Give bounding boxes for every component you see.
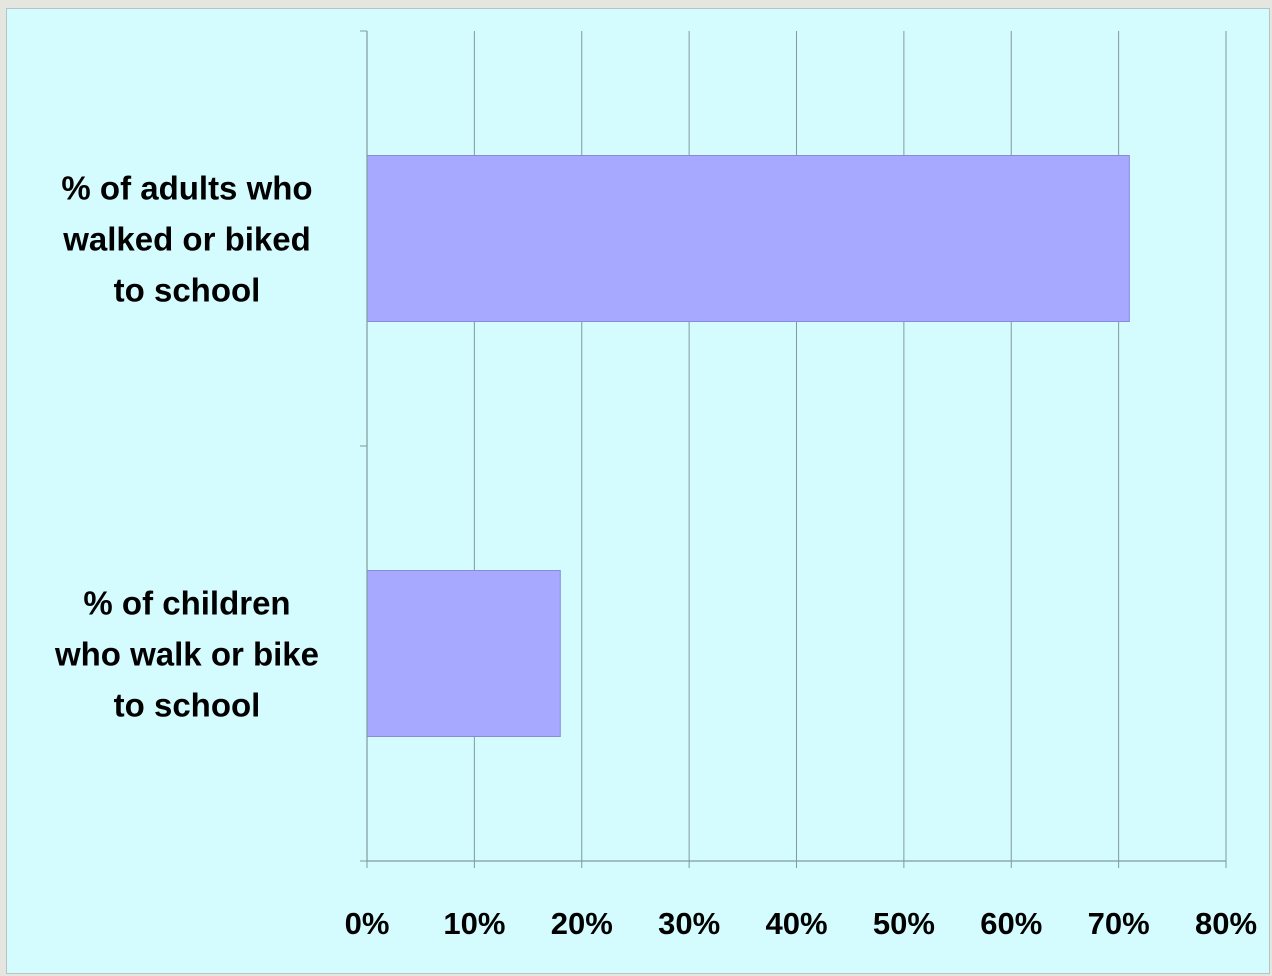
category-label-line: to school [114, 272, 261, 309]
bar-children [366, 570, 561, 737]
x-tick-label: 0% [345, 906, 390, 941]
bars [366, 155, 1130, 737]
x-tick-label: 20% [551, 906, 613, 941]
category-label-line: % of adults who [61, 170, 312, 207]
bar-adults [366, 155, 1130, 322]
category-labels: % of adults who walked or biked to school%… [54, 170, 319, 724]
category-label: % of adults who walked or biked to school [61, 170, 312, 309]
x-tick-label: 50% [873, 906, 935, 941]
x-tick-label: 40% [765, 906, 827, 941]
bar-chart: % of adults who walked or biked to school%… [54, 30, 1257, 941]
axes [360, 30, 1227, 868]
x-tick-label: 70% [1088, 906, 1150, 941]
category-label-line: % of children [83, 585, 290, 622]
category-label-line: walked or biked [62, 221, 311, 258]
category-label-line: to school [114, 687, 261, 724]
chart-area: % of adults who walked or biked to school%… [6, 8, 1270, 974]
x-tick-label: 60% [980, 906, 1042, 941]
x-tick-label: 80% [1195, 906, 1257, 941]
category-label: % of children who walk or bike to school [54, 585, 319, 724]
x-tick-label: 10% [443, 906, 505, 941]
x-tick-labels: 0% 10% 20% 30% 40% 50% 60% 70% 80% [345, 906, 1257, 941]
category-label-line: who walk or bike [54, 636, 319, 673]
x-tick-label: 30% [658, 906, 720, 941]
